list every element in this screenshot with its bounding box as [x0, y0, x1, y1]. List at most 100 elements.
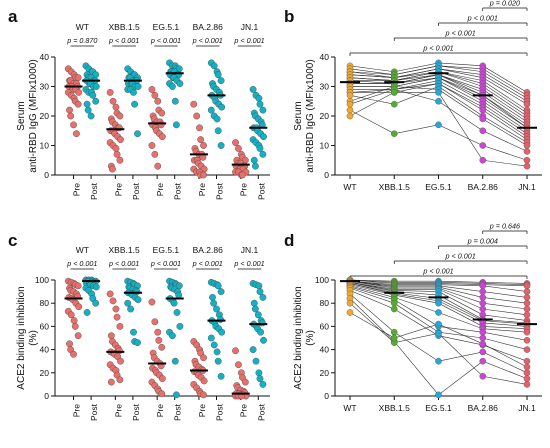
y-axis-label-line: anti-RBD IgG (MFIx1000)	[28, 59, 39, 172]
data-point	[175, 291, 183, 299]
x-tick-label: Post	[89, 403, 99, 421]
data-point	[523, 282, 531, 290]
data-point	[251, 305, 259, 313]
y-tick-label: 20	[40, 111, 50, 121]
data-point	[479, 328, 487, 336]
data-point	[254, 311, 262, 319]
data-point	[390, 130, 398, 137]
x-tick-label: XBB.1.5	[379, 182, 410, 192]
data-point	[435, 97, 442, 105]
comparison-pvalue: p < 0.001	[445, 29, 476, 38]
data-point	[217, 77, 225, 85]
data-point	[168, 332, 176, 340]
data-point	[214, 282, 222, 290]
data-point	[390, 299, 398, 307]
data-point	[106, 89, 114, 96]
data-point	[255, 282, 263, 290]
y-axis-label-line: ACE2 binding inhibition	[16, 286, 27, 389]
x-tick-label: Pre	[113, 183, 123, 197]
data-point	[67, 112, 75, 120]
group-label: WT	[76, 22, 89, 32]
data-point	[255, 369, 263, 377]
data-point	[113, 150, 121, 158]
data-point	[523, 381, 531, 388]
data-point	[250, 156, 258, 164]
y-tick-label: 40	[320, 345, 330, 355]
data-point	[249, 86, 257, 93]
data-point	[172, 391, 180, 399]
data-point	[523, 288, 531, 295]
panel-letter: c	[8, 231, 17, 250]
x-tick-label: Pre	[197, 404, 207, 418]
pvalue-label: p < 0.001	[66, 259, 97, 268]
data-point	[257, 328, 264, 336]
data-point	[109, 165, 116, 173]
y-axis-label: Serumanti-RBD IgG (MFIx1000)	[293, 59, 316, 172]
data-point	[232, 139, 239, 146]
y-axis-label-line: ACE2 binding inhibition	[293, 286, 304, 389]
data-point	[66, 106, 73, 114]
data-point	[117, 136, 124, 144]
pvalue-label: p < 0.001	[233, 36, 264, 45]
data-point	[158, 133, 166, 141]
x-tick-label: Post	[131, 182, 141, 200]
data-point	[116, 112, 124, 120]
y-tick-label: 20	[40, 368, 50, 378]
data-point	[197, 136, 205, 144]
panel-b: 0 10 20 30 40 Serumanti-RBD IgG (MFIx1000) b WT…	[284, 0, 542, 192]
data-point	[213, 305, 220, 313]
pvalue-label: p < 0.001	[192, 259, 223, 268]
x-tick-label: Pre	[113, 404, 123, 418]
data-point	[89, 91, 97, 99]
x-tick-label: Pre	[239, 404, 249, 418]
data-point	[523, 142, 531, 149]
data-point	[154, 328, 162, 336]
data-point	[346, 299, 354, 307]
x-tick-label: Post	[214, 182, 224, 200]
panel-letter: d	[284, 231, 294, 250]
x-tick-label: Pre	[155, 183, 165, 197]
data-point	[523, 369, 531, 377]
y-axis-label: ACE2 binding inhibition(%)	[16, 286, 39, 389]
data-point	[172, 121, 180, 129]
data-point	[523, 100, 531, 108]
data-point	[75, 89, 83, 96]
data-point	[92, 97, 100, 105]
data-point	[214, 71, 222, 79]
data-point	[479, 106, 487, 114]
y-tick-label: 30	[320, 82, 330, 92]
data-point	[435, 320, 442, 328]
data-point	[251, 162, 259, 170]
data-point	[71, 322, 79, 330]
x-tick-label: Post	[173, 182, 183, 200]
data-point	[255, 94, 263, 102]
comparison-pvalue: p < 0.001	[467, 14, 498, 23]
data-point	[74, 282, 82, 290]
x-tick-label: Pre	[72, 404, 82, 418]
data-point	[176, 80, 184, 87]
group-label: BA.2.86	[193, 22, 224, 32]
comparison-pvalue: p = 0.646	[489, 222, 520, 231]
data-point	[154, 162, 162, 170]
y-axis-label-line: (%)	[28, 330, 39, 346]
y-axis-label: ACE2 binding inhibition(%)	[293, 286, 316, 389]
data-point	[200, 171, 207, 179]
data-point	[124, 299, 132, 307]
data-point	[209, 293, 216, 301]
x-tick-label: Post	[173, 403, 183, 421]
data-point	[346, 106, 354, 114]
data-point	[252, 357, 260, 365]
data-point	[479, 294, 487, 301]
comparison-pvalue: p = 0.020	[489, 0, 520, 8]
x-tick-label: WT	[343, 403, 356, 413]
pvalue-label: p < 0.001	[150, 259, 181, 268]
group-label: JN.1	[241, 22, 259, 32]
data-point	[435, 121, 442, 129]
data-point	[390, 328, 398, 336]
data-point	[134, 130, 141, 138]
y-tick-label: 20	[320, 111, 330, 121]
data-point	[112, 145, 120, 152]
